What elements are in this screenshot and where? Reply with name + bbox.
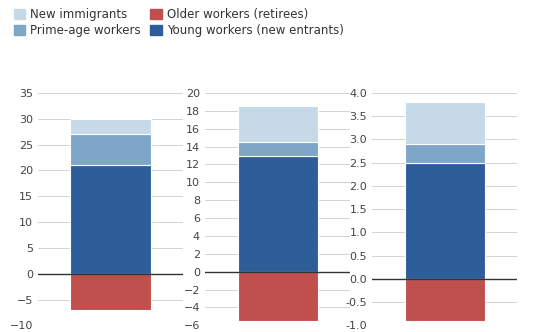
- Bar: [238, 142, 317, 155]
- Bar: [71, 119, 150, 134]
- Bar: [405, 279, 485, 321]
- Bar: [405, 144, 485, 163]
- Bar: [405, 163, 485, 279]
- Bar: [405, 102, 485, 144]
- Bar: [238, 272, 317, 321]
- Bar: [238, 155, 317, 272]
- Bar: [238, 106, 317, 142]
- Bar: [71, 165, 150, 274]
- Legend: New immigrants, Prime-age workers, Older workers (retirees), Young workers (new : New immigrants, Prime-age workers, Older…: [11, 6, 346, 40]
- Bar: [71, 134, 150, 165]
- Bar: [71, 274, 150, 310]
